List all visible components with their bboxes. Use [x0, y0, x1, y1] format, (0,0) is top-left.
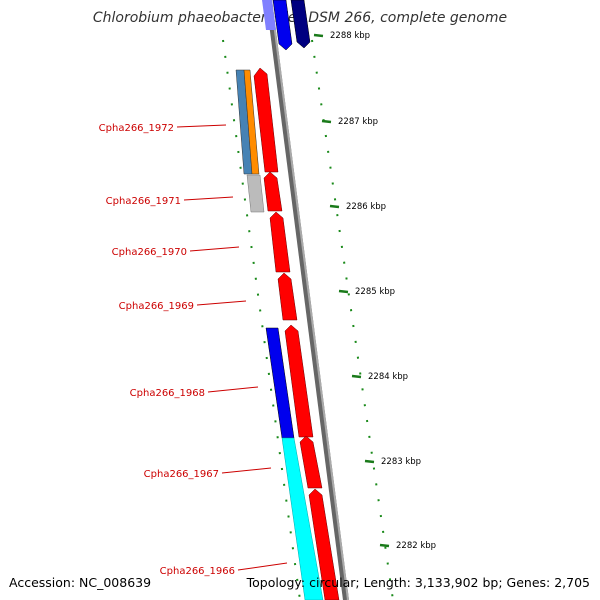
gene-block — [281, 437, 324, 600]
gene-leader-line — [196, 300, 247, 306]
kbp-tick-label: 2285 kbp — [355, 287, 395, 297]
gene-leader-line — [189, 246, 240, 252]
kbp-tick-label: 2288 kbp — [330, 31, 370, 41]
gene-label: Cpha266_1970 — [112, 247, 187, 258]
major-tick-mark — [321, 119, 332, 124]
gene-block — [262, 0, 276, 30]
gene-block — [284, 324, 314, 438]
kbp-tick-labels: 2288 kbp 2287 kbp 2286 kbp 2285 kbp 2284 kbp… — [330, 31, 436, 551]
gene-label: Cpha266_1971 — [106, 196, 181, 207]
gene-leader-line — [176, 124, 227, 128]
accession-text: Accession: NC_008639 — [9, 575, 152, 590]
gene-label: Cpha266_1969 — [119, 301, 194, 312]
kbp-tick-label: 2284 kbp — [368, 372, 408, 382]
kbp-tick-label: 2286 kbp — [346, 202, 386, 212]
gene-block — [299, 435, 323, 489]
gene-label: Cpha266_1967 — [144, 469, 219, 480]
gene-label: Cpha266_1968 — [130, 388, 205, 399]
gene-leader-line — [221, 467, 272, 474]
major-ticks — [313, 33, 390, 548]
topology-text: Topology: circular; Length: 3,133,902 bp… — [246, 575, 590, 590]
gene-block — [290, 0, 311, 49]
gene-leader-line — [183, 196, 234, 201]
major-tick-mark — [338, 289, 349, 294]
major-tick-mark — [364, 459, 375, 464]
major-tick-mark — [379, 543, 390, 548]
major-tick-mark — [313, 33, 324, 38]
kbp-tick-label: 2287 kbp — [338, 117, 378, 127]
gene-leader-line — [207, 386, 259, 393]
kbp-tick-label: 2283 kbp — [381, 457, 421, 467]
major-tick-mark — [329, 204, 340, 209]
gene-block — [246, 174, 265, 213]
gene-block — [308, 488, 340, 600]
kbp-tick-label: 2282 kbp — [396, 541, 436, 551]
gene-labels: Cpha266_1972 Cpha266_1971 Cpha266_1970 Cpha… — [99, 123, 288, 577]
gene-leader-line — [237, 562, 288, 571]
gene-block — [263, 171, 283, 212]
gene-label: Cpha266_1966 — [160, 566, 235, 577]
gene-block — [243, 69, 260, 175]
gene-features — [235, 0, 340, 600]
gene-label: Cpha266_1972 — [99, 123, 174, 134]
major-tick-mark — [351, 374, 362, 379]
gene-block — [269, 211, 291, 273]
gene-block — [272, 0, 293, 51]
genome-backbone — [266, 0, 349, 600]
gene-block — [253, 67, 279, 173]
gene-block — [277, 272, 298, 321]
